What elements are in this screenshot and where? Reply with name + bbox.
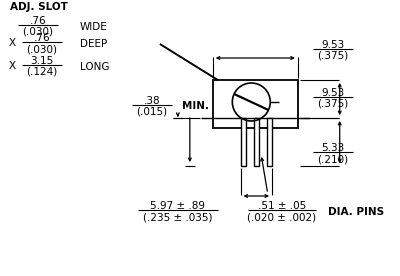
Bar [266, 118, 272, 166]
Text: (.020 ± .002): (.020 ± .002) [247, 212, 316, 222]
Bar [213, 80, 298, 128]
Text: 9.53: 9.53 [321, 88, 344, 98]
Text: DEEP: DEEP [80, 39, 107, 49]
Text: .76: .76 [34, 33, 50, 43]
Bar [254, 118, 259, 166]
Text: MIN.: MIN. [182, 101, 209, 111]
Text: X: X [8, 61, 16, 71]
Text: .76: .76 [30, 16, 46, 26]
Text: .38: .38 [144, 96, 160, 106]
Text: 9.53: 9.53 [321, 40, 344, 50]
Text: X: X [8, 38, 16, 48]
Text: .51 ± .05: .51 ± .05 [258, 201, 306, 211]
Text: (.030): (.030) [26, 44, 58, 54]
Text: (.124): (.124) [26, 67, 58, 77]
Text: WIDE: WIDE [80, 22, 108, 32]
Text: (.210): (.210) [317, 154, 348, 164]
Text: DIA. PINS: DIA. PINS [328, 207, 384, 217]
Text: (.375): (.375) [317, 51, 348, 61]
Text: 3.15: 3.15 [30, 56, 54, 66]
Text: (.235 ± .035): (.235 ± .035) [143, 212, 213, 222]
Bar [240, 118, 246, 166]
Text: (.015): (.015) [136, 107, 168, 117]
Text: (.030): (.030) [22, 27, 54, 37]
Text: (.375): (.375) [317, 99, 348, 109]
Text: LONG: LONG [80, 62, 110, 72]
Text: 5.33: 5.33 [321, 143, 344, 153]
Text: ADJ. SLOT: ADJ. SLOT [10, 2, 68, 12]
Text: 5.97 ± .89: 5.97 ± .89 [150, 201, 205, 211]
